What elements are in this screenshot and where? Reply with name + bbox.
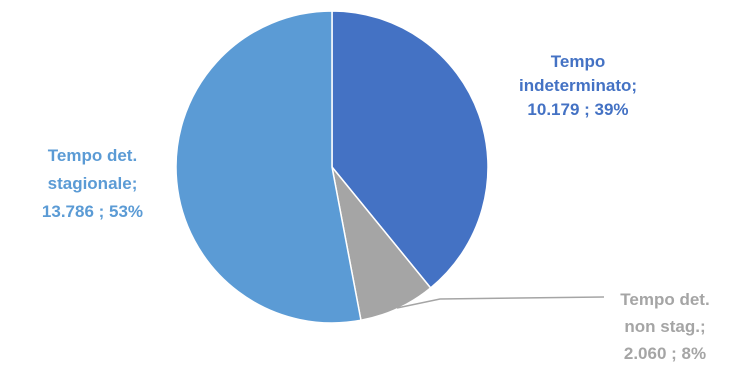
data-label-line: Tempo det. bbox=[620, 290, 710, 309]
data-label-line: 10.179 ; 39% bbox=[527, 100, 629, 119]
data-label-line: 13.786 ; 53% bbox=[41, 202, 144, 221]
pie-slice-tempo-indeterminato bbox=[331, 10, 489, 289]
data-label-tempo-indeterminato: Tempo indeterminato; 10.179 ; 39% bbox=[488, 50, 668, 122]
pie-slice-tempo-det-stagionale bbox=[175, 10, 362, 324]
data-label-tempo-det-non-stag: Tempo det. non stag.; 2.060 ; 8% bbox=[590, 286, 740, 367]
data-label-line: Tempo det. bbox=[47, 146, 138, 165]
data-label-line: indeterminato; bbox=[518, 76, 638, 95]
data-label-line: non stag.; bbox=[624, 317, 706, 336]
data-label-tempo-det-stagionale: Tempo det. stagionale; 13.786 ; 53% bbox=[0, 142, 185, 226]
data-label-line: Tempo bbox=[550, 52, 606, 71]
leader-line-tempo-det-non-stag bbox=[396, 296, 605, 309]
data-label-line: stagionale; bbox=[47, 174, 138, 193]
data-label-line: 2.060 ; 8% bbox=[623, 344, 707, 363]
